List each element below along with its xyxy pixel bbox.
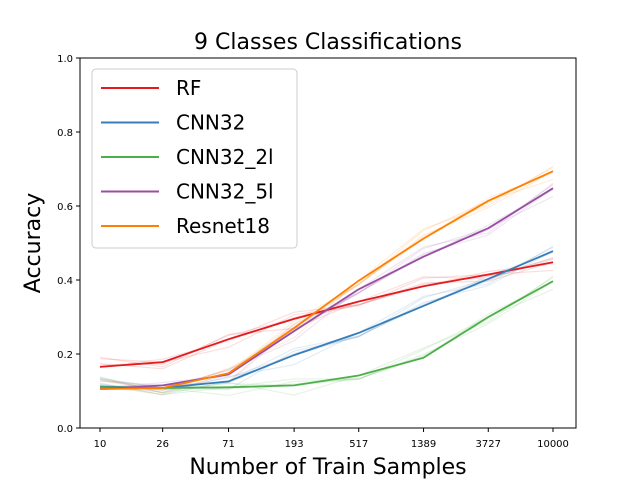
x-tick-label: 193: [285, 439, 304, 450]
series-lines: [99, 170, 554, 390]
legend-label: CNN32: [176, 111, 245, 135]
series-run-line: [99, 250, 554, 396]
x-tick-label: 26: [156, 439, 169, 450]
series-run-line: [100, 184, 554, 388]
series-line: [99, 170, 554, 390]
x-tick-label: 517: [349, 439, 368, 450]
legend: RF CNN32 CNN32_2l CNN32_5l Resnet18: [91, 68, 298, 249]
y-axis-ticks: 0.0 0.2 0.4 0.6 0.8 1.0: [57, 54, 80, 435]
chart-title: 9 Classes Classifications: [194, 30, 462, 55]
x-axis-ticks: 10 26 71 193 517 1389 3727 10000: [94, 428, 569, 450]
y-tick-label: 0.0: [57, 424, 73, 435]
series-run-line: [99, 257, 554, 366]
series-run-line: [99, 170, 554, 396]
y-tick-label: 0.4: [57, 276, 73, 287]
x-tick-label: 10: [94, 439, 107, 450]
series-run-line: [99, 280, 554, 396]
series-run-line: [99, 187, 554, 393]
x-axis-label: Number of Train Samples: [189, 455, 466, 480]
x-tick-label: 1389: [411, 439, 436, 450]
y-tick-label: 0.8: [57, 128, 73, 139]
y-tick-label: 0.2: [57, 350, 73, 361]
plot-frame: [79, 57, 577, 429]
series-line: [99, 250, 554, 389]
x-tick-label: 71: [222, 439, 235, 450]
series-line: [99, 280, 554, 389]
x-tick-label: 3727: [476, 439, 501, 450]
x-tick-label: 10000: [537, 439, 569, 450]
legend-box: [91, 68, 298, 249]
legend-label: CNN32_5l: [176, 180, 274, 204]
series-run-line: [99, 276, 554, 391]
y-tick-label: 0.6: [57, 202, 73, 213]
y-tick-label: 1.0: [57, 54, 73, 65]
legend-label: CNN32_2l: [176, 145, 274, 169]
series-line: [99, 187, 554, 390]
series-run-line: [99, 245, 554, 394]
y-axis-label: Accuracy: [21, 193, 46, 293]
series-run-line: [99, 261, 554, 370]
series-run-line: [99, 256, 554, 368]
series-run-line: [99, 275, 554, 396]
legend-label: RF: [176, 76, 201, 100]
legend-label: Resnet18: [176, 214, 270, 238]
